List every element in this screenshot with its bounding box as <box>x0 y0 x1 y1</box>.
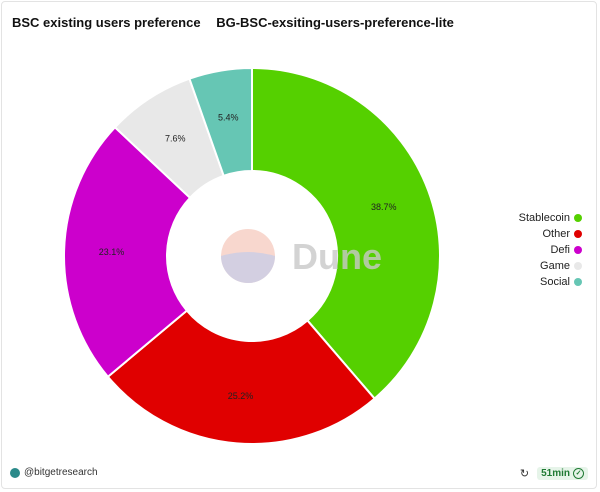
legend-label: Game <box>540 260 570 272</box>
legend-item-defi[interactable]: Defi <box>519 242 582 258</box>
slice-label-other: 25.2% <box>228 391 254 401</box>
legend-label: Defi <box>550 244 570 256</box>
slice-stablecoin[interactable] <box>251 66 441 400</box>
slice-label-social: 5.4% <box>218 113 239 123</box>
dune-logo-icon <box>221 229 275 283</box>
legend-label: Other <box>542 228 570 240</box>
slice-other[interactable] <box>106 309 376 445</box>
slice-label-game: 7.6% <box>165 133 186 143</box>
slice-label-stablecoin: 38.7% <box>371 202 397 212</box>
slice-label-defi: 23.1% <box>99 247 125 257</box>
chart-header: BSC existing users preference BG-BSC-exs… <box>12 15 454 30</box>
slice-defi[interactable] <box>63 125 192 379</box>
watermark-text: Dune <box>292 236 382 277</box>
check-icon: ✓ <box>573 468 584 479</box>
slices-group <box>63 66 441 445</box>
legend-item-stablecoin[interactable]: Stablecoin <box>519 210 582 226</box>
legend-label: Stablecoin <box>518 212 570 224</box>
legend-item-game[interactable]: Game <box>519 258 582 274</box>
refresh-icon[interactable]: ↻ <box>519 468 530 480</box>
legend-label: Social <box>540 276 570 288</box>
chart-footer: @bitgetresearch ↻ 51min ✓ <box>10 467 588 483</box>
chart-legend: Stablecoin Other Defi Game Social <box>519 210 582 290</box>
legend-dot-icon <box>574 262 582 270</box>
legend-item-other[interactable]: Other <box>519 226 582 242</box>
legend-dot-icon <box>574 278 582 286</box>
refresh-time: 51min <box>541 468 570 479</box>
slice-social[interactable] <box>188 66 253 178</box>
refresh-badge[interactable]: 51min ✓ <box>537 467 588 480</box>
legend-dot-icon <box>574 246 582 254</box>
legend-dot-icon <box>574 214 582 222</box>
legend-dot-icon <box>574 230 582 238</box>
query-name[interactable]: BG-BSC-exsiting-users-preference-lite <box>216 15 454 30</box>
slice-labels-group: 38.7% 25.2% 23.1% 7.6% 5.4% <box>99 113 397 402</box>
author-handle[interactable]: @bitgetresearch <box>10 467 98 478</box>
author-avatar-icon <box>10 467 20 478</box>
legend-item-social[interactable]: Social <box>519 274 582 290</box>
chart-title: BSC existing users preference <box>12 15 201 30</box>
author-handle-text: @bitgetresearch <box>24 467 98 478</box>
refresh-area: ↻ 51min ✓ <box>520 467 588 480</box>
